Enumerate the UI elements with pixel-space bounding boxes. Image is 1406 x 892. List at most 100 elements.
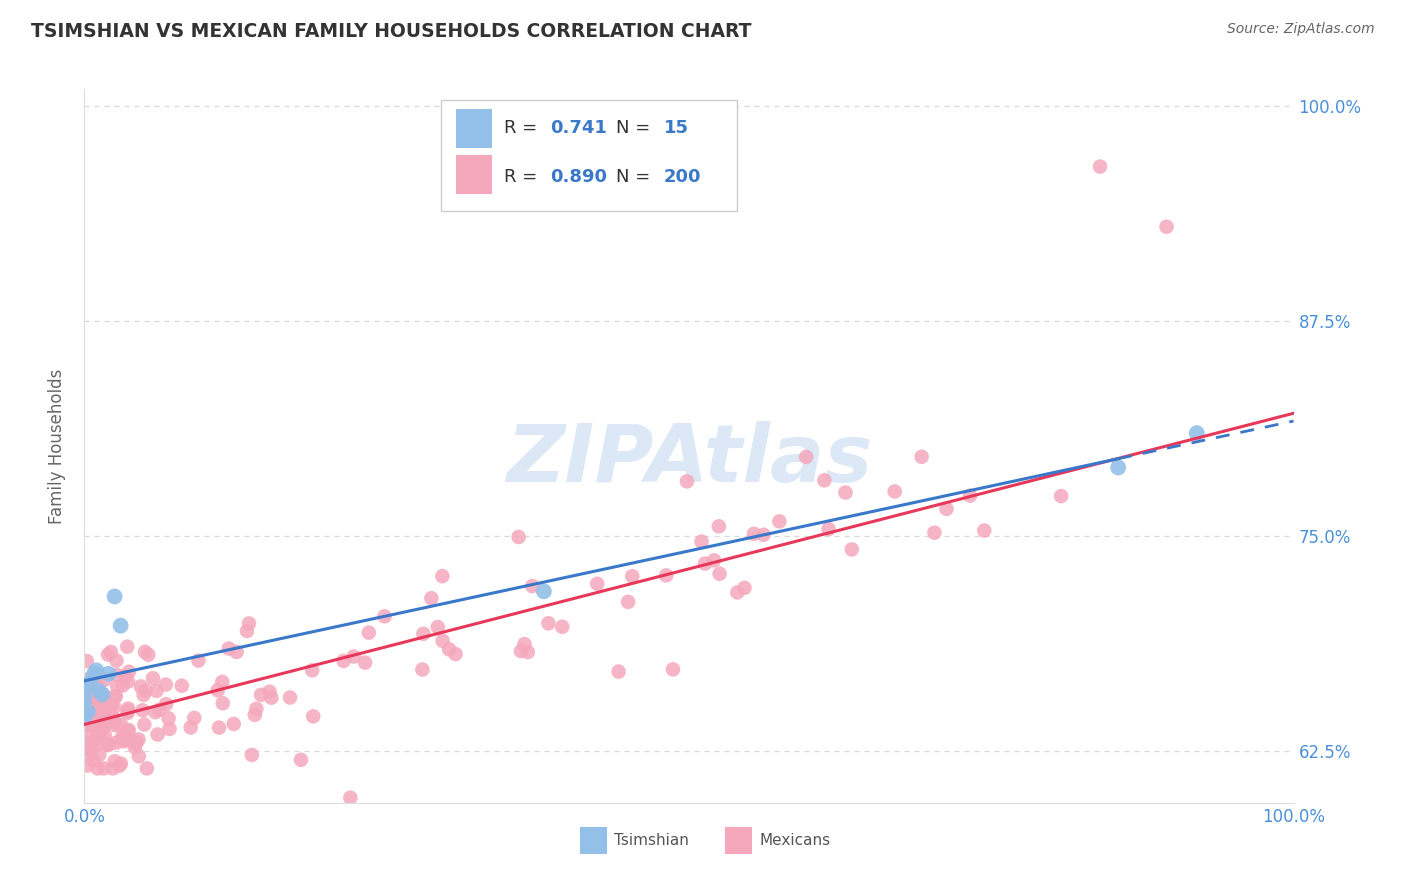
Point (157, 711, 180, 725)
Point (108, 759, 131, 773)
Point (82, 720, 104, 734)
Point (76, 698, 98, 713)
Point (91, 688, 114, 702)
Point (522, 579, 544, 593)
Point (207, 683, 229, 698)
Point (290, 753, 312, 767)
Point (79, 707, 101, 722)
Point (332, 654, 354, 668)
Point (79, 742, 101, 756)
Point (125, 735, 148, 749)
Point (89, 699, 111, 714)
Point (134, 645, 156, 659)
Point (77, 695, 100, 709)
Point (105, 668, 128, 682)
Point (91, 687, 114, 701)
Point (89, 712, 111, 726)
Point (77, 681, 100, 696)
Point (509, 644, 531, 658)
Text: R =: R = (503, 168, 543, 186)
Point (411, 663, 433, 677)
Text: N =: N = (616, 168, 657, 186)
Point (145, 684, 167, 698)
Point (725, 585, 748, 599)
Point (94, 694, 117, 708)
Point (76, 739, 98, 753)
Point (374, 609, 396, 624)
Point (103, 715, 125, 730)
Point (134, 717, 156, 731)
Point (75, 710, 97, 724)
Text: Tsimshian: Tsimshian (614, 833, 689, 848)
Point (89, 713, 111, 727)
Point (94, 695, 117, 709)
Point (100, 645, 122, 659)
Point (115, 732, 138, 747)
Point (426, 620, 449, 634)
Point (83, 679, 105, 693)
Point (444, 647, 467, 661)
Point (225, 645, 247, 659)
Point (93, 761, 115, 775)
Point (676, 475, 699, 489)
Point (87, 678, 110, 692)
Y-axis label: Family Households: Family Households (48, 368, 66, 524)
Point (105, 735, 128, 749)
Point (260, 690, 283, 705)
FancyBboxPatch shape (456, 155, 492, 194)
Point (104, 754, 127, 768)
Point (146, 727, 169, 741)
Point (420, 591, 443, 606)
Point (73, 684, 96, 698)
Point (97, 705, 120, 719)
Point (621, 569, 644, 583)
Point (128, 749, 150, 764)
Point (586, 576, 609, 591)
Point (86, 705, 108, 719)
Point (96, 738, 118, 752)
FancyBboxPatch shape (581, 827, 607, 855)
Point (93, 706, 115, 720)
Point (77, 735, 100, 749)
Point (97, 666, 120, 681)
Point (301, 663, 323, 677)
Point (132, 688, 155, 702)
Point (80, 734, 103, 748)
Point (97, 711, 120, 725)
Point (911, 450, 934, 464)
Point (134, 683, 156, 698)
Text: N =: N = (616, 120, 657, 137)
Point (707, 519, 730, 533)
Point (537, 616, 560, 631)
Point (79, 675, 101, 690)
Point (354, 656, 377, 670)
Point (112, 731, 135, 746)
Point (90, 692, 112, 706)
Point (111, 731, 134, 745)
Point (73, 710, 96, 724)
Point (357, 625, 380, 640)
Point (533, 584, 555, 599)
Point (80, 687, 103, 701)
Point (117, 674, 139, 689)
Point (693, 557, 716, 571)
Point (118, 665, 141, 679)
Point (155, 697, 177, 711)
Point (76, 758, 98, 772)
Point (117, 723, 139, 737)
Point (87, 729, 110, 743)
Point (617, 595, 640, 609)
Point (76, 741, 98, 756)
Point (76, 702, 98, 716)
Point (841, 542, 863, 557)
Point (82, 754, 104, 768)
Point (101, 698, 124, 713)
Point (103, 712, 125, 726)
Point (124, 736, 146, 750)
Point (432, 569, 454, 583)
Point (110, 756, 132, 771)
Text: 0.741: 0.741 (550, 120, 607, 137)
Point (924, 525, 946, 540)
Point (662, 662, 685, 676)
Point (118, 723, 141, 738)
